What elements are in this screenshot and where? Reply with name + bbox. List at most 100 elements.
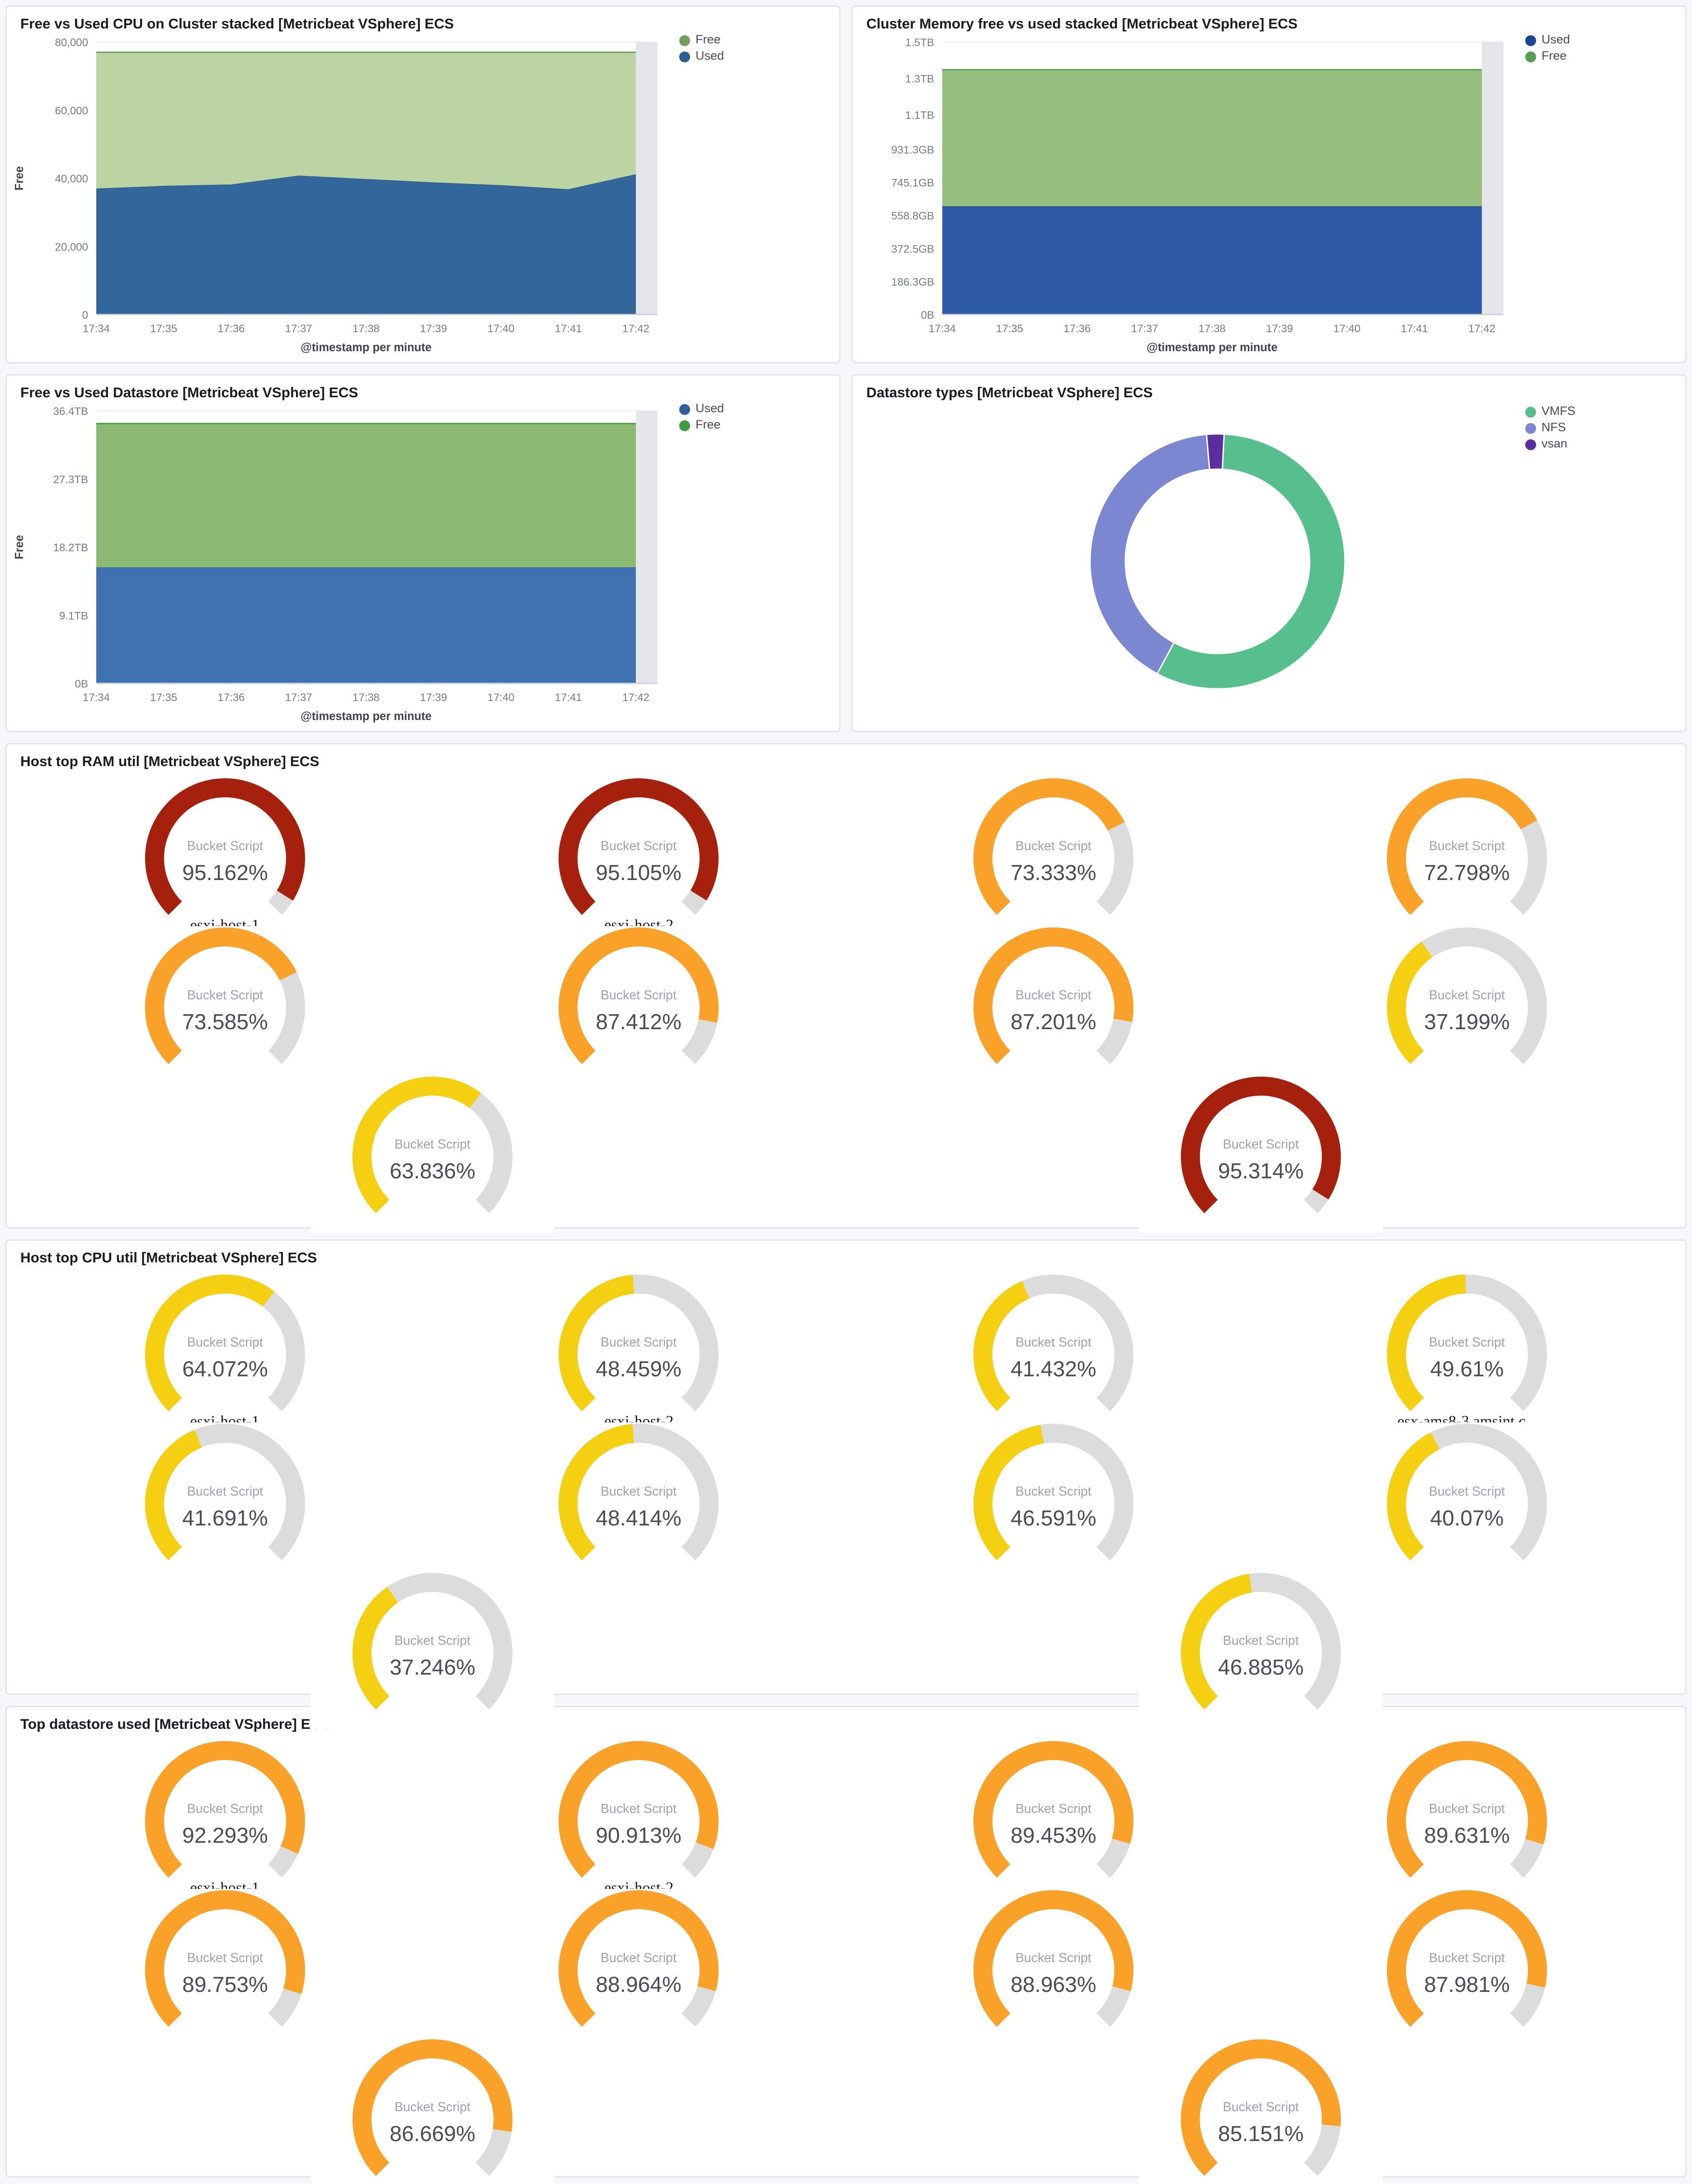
- gauge-arc-canvas: Bucket Script 95.314%: [1180, 1076, 1340, 1213]
- panel-free-used-cpu: Free vs Used CPU on Cluster stacked [Met…: [5, 5, 841, 363]
- x-axis-title: @timestamp per minute: [301, 710, 432, 723]
- x-tick-label: 17:34: [929, 323, 956, 335]
- gauge-metric-label: Bucket Script: [187, 988, 263, 1002]
- gauge-value-arc: [145, 1274, 274, 1411]
- y-tick-label: 186.3GB: [891, 276, 934, 288]
- gauge-arc-canvas: Bucket Script 48.459%: [559, 1274, 719, 1411]
- datastore-types-canvas[interactable]: [853, 376, 1685, 731]
- legend-item-used[interactable]: Used: [679, 402, 724, 415]
- gauge-metric-label: Bucket Script: [1429, 1484, 1505, 1498]
- gauge-row: Bucket Script 73.585% Bucket Script 87.412%…: [18, 925, 1674, 1083]
- gauge-arc-canvas: Bucket Script 73.585%: [145, 927, 305, 1064]
- donut-slice-nfs[interactable]: [1089, 433, 1211, 675]
- legend-item-used[interactable]: Used: [679, 50, 724, 62]
- panel-top-datastore-used: Top datastore used [Metricbeat VSphere] …: [5, 1706, 1687, 2184]
- area-series-free[interactable]: [942, 70, 1482, 207]
- y-tick-label: 18.2TB: [53, 542, 88, 554]
- y-tick-label: 36.4TB: [53, 405, 88, 418]
- gauge-value-arc: [973, 927, 1133, 1064]
- area-series-used[interactable]: [942, 206, 1482, 315]
- gauge-cell: Bucket Script 89.453%: [846, 1739, 1260, 1897]
- gauge-value-text: 48.414%: [596, 1506, 682, 1530]
- y-tick-label: 60,000: [55, 105, 88, 117]
- donut-slice-vmfs[interactable]: [1156, 433, 1346, 690]
- gauge-host-top-cpu-41.432%: Bucket Script 41.432%: [931, 1272, 1175, 1430]
- gauge-host-top-ram-95.314%: Bucket Script 95.314%: [1138, 1074, 1382, 1232]
- gauge-row: Bucket Script 37.246% Bucket Script 46.885%: [18, 1571, 1674, 1728]
- x-tick-label: 17:38: [352, 323, 380, 335]
- gauge-arc-canvas: Bucket Script 37.199%: [1387, 927, 1547, 1064]
- gauge-value-text: 37.246%: [389, 1655, 475, 1679]
- legend-item-vmfs[interactable]: VMFS: [1525, 405, 1575, 418]
- gauge-cell: Bucket Script 46.885%: [846, 1571, 1674, 1728]
- panel-cluster-memory: Cluster Memory free vs used stacked [Met…: [851, 5, 1687, 363]
- gauge-metric-label: Bucket Script: [1429, 838, 1505, 853]
- legend-item-nfs[interactable]: NFS: [1525, 421, 1575, 434]
- chart-legend: VMFS NFS vsan: [1525, 405, 1575, 450]
- gauge-value-arc: [145, 1889, 305, 2026]
- free-used-cpu-cluster-canvas[interactable]: 0 20,000 40,000 60,000 80,000 17:34 17:35 17:36…: [7, 7, 839, 362]
- donut-chart-datastore-types[interactable]: VMFS NFS vsan: [853, 376, 1685, 731]
- gauge-cell: Bucket Script 86.669%: [18, 2037, 846, 2184]
- legend-item-free[interactable]: Free: [679, 419, 724, 431]
- chart-legend: Free Used: [679, 33, 724, 62]
- gauge-value-arc: [559, 1423, 635, 1560]
- gauge-metric-label: Bucket Script: [601, 1950, 677, 1965]
- area-chart-free-used-datastore[interactable]: 0B 9.1TB 18.2TB 27.3TB 36.4TB 17:34 17:35 17:36…: [7, 376, 839, 731]
- gauge-top-datastore-used-89.453%: Bucket Script 89.453%: [931, 1739, 1175, 1897]
- gauge-host-top-ram-73.333%: Bucket Script 73.333%: [931, 776, 1175, 934]
- x-tick-label: 17:42: [622, 692, 649, 704]
- gauge-value-arc: [145, 1740, 305, 1877]
- gauge-host-top-cpu-37.246%: Bucket Script 37.246%: [310, 1571, 554, 1728]
- free-used-datastore-canvas[interactable]: 0B 9.1TB 18.2TB 27.3TB 36.4TB 17:34 17:35 17:36…: [7, 376, 839, 731]
- y-tick-label: 1.5TB: [905, 37, 934, 49]
- legend-item-free[interactable]: Free: [679, 33, 724, 46]
- area-series-free[interactable]: [96, 52, 636, 189]
- donut-slice-vsan[interactable]: [1206, 433, 1225, 471]
- gauge-arc-canvas: Bucket Script 92.293%: [145, 1740, 305, 1877]
- gauge-value-arc: [1387, 777, 1538, 914]
- gauge-arc-canvas: Bucket Script 73.333%: [973, 777, 1133, 914]
- gauge-metric-label: Bucket Script: [394, 2099, 470, 2114]
- x-tick-label: 17:37: [1131, 323, 1158, 335]
- legend-dot-icon: [1525, 438, 1536, 450]
- partial-bucket-endzone: [636, 42, 658, 315]
- panel-free-used-datastore: Free vs Used Datastore [Metricbeat VSphe…: [5, 374, 841, 732]
- cluster-memory-canvas[interactable]: 0B 186.3GB 372.5GB 558.8GB 745.1GB 931.3GB 1.1…: [853, 7, 1685, 362]
- gauge-cell: Bucket Script 89.631%: [1260, 1739, 1675, 1897]
- legend-dot-icon: [679, 419, 690, 431]
- gauge-metric-label: Bucket Script: [1015, 838, 1091, 853]
- gauge-top-datastore-used-87.981%: Bucket Script 87.981%: [1345, 1888, 1589, 2046]
- area-series-used[interactable]: [96, 567, 636, 683]
- dashboard-row-1: Free vs Used CPU on Cluster stacked [Met…: [5, 5, 1687, 363]
- area-series-free[interactable]: [96, 424, 636, 568]
- gauge-host-top-cpu-46.885%: Bucket Script 46.885%: [1138, 1571, 1382, 1728]
- y-tick-label: 9.1TB: [59, 610, 88, 622]
- gauge-arc-canvas: Bucket Script 64.072%: [145, 1274, 305, 1411]
- area-chart-free-used-cpu[interactable]: 0 20,000 40,000 60,000 80,000 17:34 17:35 17:36…: [7, 7, 839, 362]
- x-axis-title: @timestamp per minute: [1147, 341, 1278, 354]
- legend-item-free[interactable]: Free: [1525, 50, 1570, 62]
- area-chart-cluster-memory[interactable]: 0B 186.3GB 372.5GB 558.8GB 745.1GB 931.3GB 1.1…: [853, 7, 1685, 362]
- gauge-value-arc: [145, 1429, 202, 1560]
- x-tick-label: 17:36: [217, 323, 244, 335]
- gauge-metric-label: Bucket Script: [1429, 1801, 1505, 1816]
- y-axis-title: Free: [13, 166, 26, 191]
- gauge-metric-label: Bucket Script: [187, 1335, 263, 1349]
- gauge-value-text: 48.459%: [596, 1357, 682, 1381]
- gauge-arc-canvas: Bucket Script 87.201%: [973, 927, 1133, 1064]
- gauge-value-arc: [145, 927, 296, 1064]
- legend-item-vsan[interactable]: vsan: [1525, 438, 1575, 450]
- area-series-used[interactable]: [96, 174, 636, 315]
- legend-item-used[interactable]: Used: [1525, 33, 1570, 46]
- gauge-metric-label: Bucket Script: [601, 838, 677, 853]
- gauge-arc-canvas: Bucket Script 41.432%: [973, 1274, 1133, 1411]
- gauge-value-arc: [973, 1424, 1044, 1560]
- gauge-value-arc: [1387, 941, 1433, 1064]
- gauge-cell: Bucket Script 46.591%: [846, 1421, 1260, 1579]
